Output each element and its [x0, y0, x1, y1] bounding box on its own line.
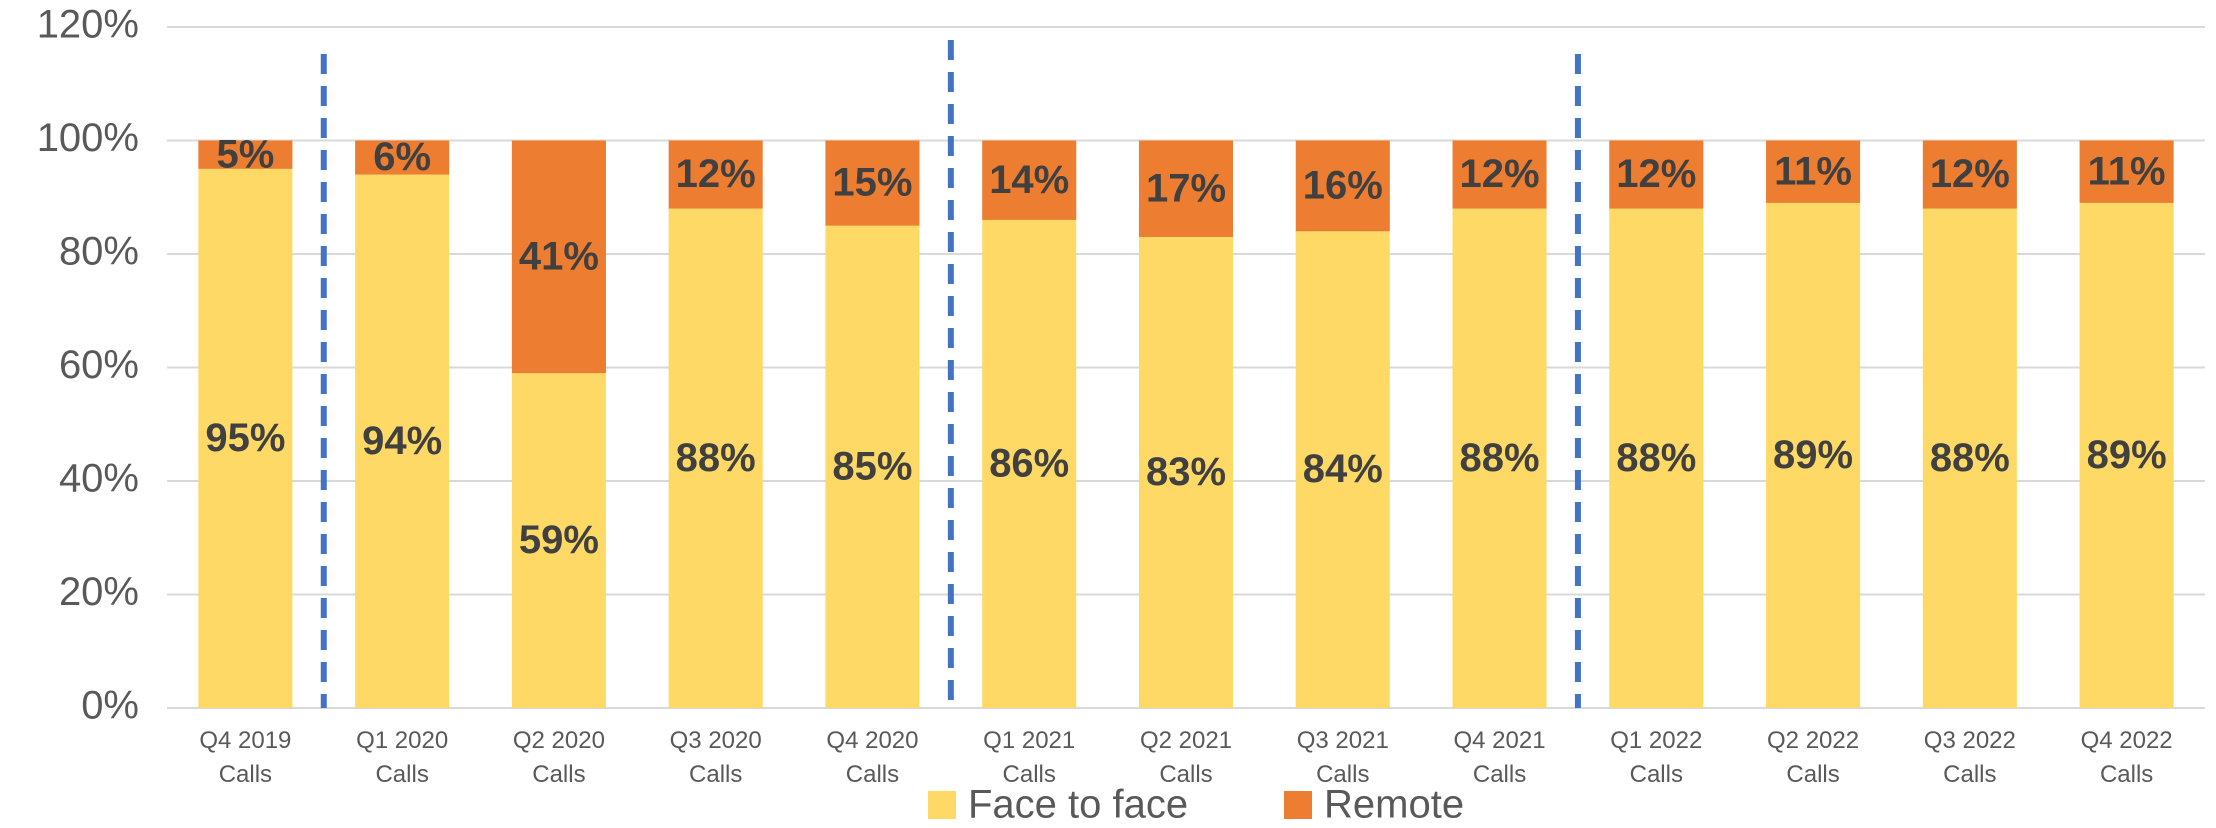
data-label: 12%	[1460, 152, 1540, 196]
legend-label: Remote	[1324, 783, 1464, 827]
legend-swatch	[1284, 791, 1312, 819]
data-label: 88%	[1616, 436, 1696, 480]
bar-segment	[1452, 140, 1547, 209]
bar-segment	[825, 140, 920, 226]
bar-segment	[355, 140, 450, 175]
y-tick-label: 40%	[59, 457, 139, 501]
data-label: 12%	[1930, 152, 2010, 196]
bar-segment	[1766, 202, 1861, 709]
data-label: 14%	[989, 158, 1069, 202]
data-label: 94%	[362, 419, 442, 463]
bar-segment	[668, 140, 763, 209]
bar-segment	[1295, 140, 1390, 232]
x-tick-label: Q1 2021 Calls	[983, 727, 1076, 788]
bar-segment	[825, 225, 920, 708]
x-tick-label: Q2 2022 Calls	[1767, 727, 1860, 788]
data-label: 12%	[1616, 152, 1696, 196]
x-tick-label: Q4 2019 Calls	[199, 727, 292, 788]
bar-segment	[198, 140, 293, 169]
x-tick-label: Q4 2022 Calls	[2080, 727, 2173, 788]
y-tick-label: 20%	[59, 570, 139, 614]
x-tick-label: Q4 2020 Calls	[826, 727, 919, 788]
legend-label: Face to face	[968, 783, 1188, 827]
bar-segment	[1922, 208, 2017, 708]
bar-segment	[1609, 208, 1704, 708]
data-label: 12%	[676, 152, 756, 196]
x-tick-label: Q2 2020 Calls	[512, 727, 605, 788]
legend-swatch	[928, 791, 956, 819]
x-tick-label: Q4 2021 Calls	[1453, 727, 1546, 788]
bar-segment	[1138, 236, 1234, 708]
data-label: 85%	[832, 444, 912, 488]
data-label: 6%	[373, 135, 431, 179]
data-label: 16%	[1303, 163, 1383, 207]
bar-segment	[511, 373, 606, 708]
data-label: 59%	[519, 518, 599, 562]
bar-segment	[355, 174, 450, 709]
y-tick-label: 0%	[81, 684, 139, 728]
data-label: 41%	[519, 234, 599, 278]
data-label: 17%	[1146, 166, 1226, 210]
bar-segment	[511, 140, 606, 374]
data-label: 11%	[1774, 149, 1852, 193]
data-label: 88%	[1930, 436, 2010, 480]
y-tick-label: 120%	[37, 3, 139, 47]
data-label: 89%	[1773, 433, 1853, 477]
bar-segment	[1609, 140, 1704, 209]
data-label: 84%	[1303, 447, 1383, 491]
data-label: 11%	[2088, 149, 2166, 193]
bar-segment	[1922, 140, 2017, 209]
bar-segment	[982, 140, 1077, 220]
bar-segment	[1452, 208, 1547, 708]
data-label: 95%	[205, 416, 285, 460]
bar-segment	[982, 219, 1077, 708]
data-label: 83%	[1146, 450, 1226, 494]
bar-segment	[2079, 202, 2174, 709]
bar-segment	[198, 168, 293, 708]
bar-segment	[1295, 231, 1390, 709]
y-tick-label: 60%	[59, 343, 139, 387]
x-tick-label: Q1 2022 Calls	[1610, 727, 1703, 788]
bar-segment	[2079, 140, 2174, 203]
x-tick-label: Q2 2021 Calls	[1139, 727, 1233, 788]
bar-segment	[1138, 140, 1234, 237]
data-label: 5%	[216, 132, 274, 176]
data-label: 89%	[2087, 433, 2167, 477]
x-tick-label: Q3 2020 Calls	[669, 727, 762, 788]
x-tick-label: Q3 2021 Calls	[1296, 727, 1389, 788]
y-tick-label: 100%	[37, 116, 139, 160]
data-label: 86%	[989, 442, 1069, 486]
bar-segment	[1766, 140, 1861, 203]
data-label: 15%	[832, 161, 912, 205]
x-tick-label: Q1 2020 Calls	[356, 727, 449, 788]
data-label: 88%	[676, 436, 756, 480]
y-tick-label: 80%	[59, 230, 139, 274]
x-tick-label: Q3 2022 Calls	[1923, 727, 2016, 788]
bar-segment	[668, 208, 763, 708]
data-label: 88%	[1460, 436, 1540, 480]
